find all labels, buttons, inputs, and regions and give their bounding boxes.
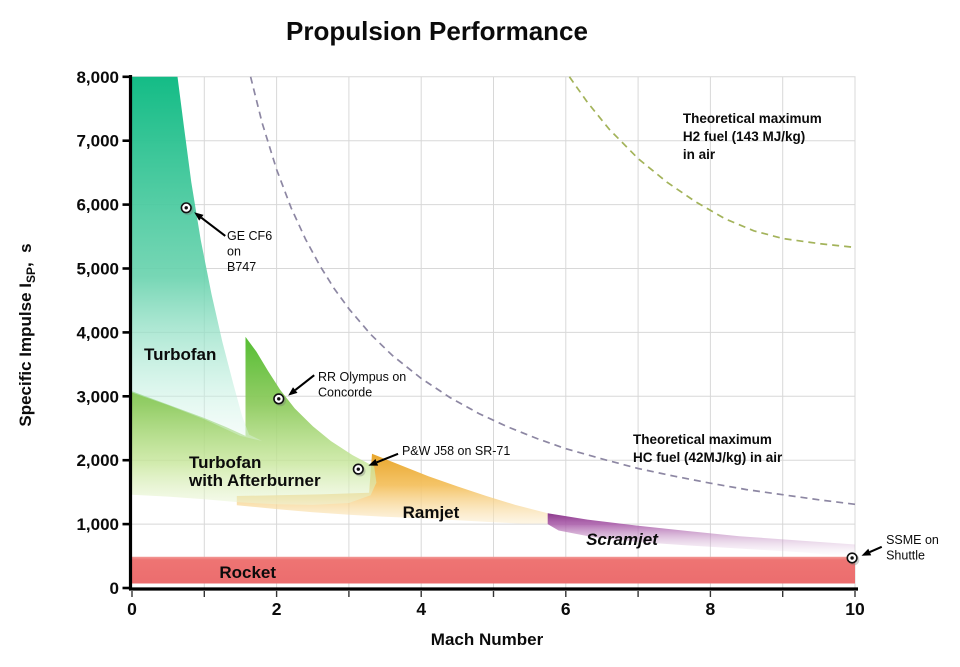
- engine-callout-rr-olympus: RR Olympus on Concorde: [273, 370, 406, 407]
- y-axis-title-main: Specific Impulse I: [15, 283, 35, 427]
- region-label-ramjet: Ramjet: [403, 503, 460, 522]
- engine-point-dot: [850, 556, 854, 560]
- callout-label-ge-cf6: B747: [227, 260, 256, 274]
- region-turbofan: [132, 76, 263, 442]
- y-axis-title-sub: SP: [24, 267, 39, 284]
- callout-arrow-ssme-line: [869, 545, 883, 554]
- callout-arrow-ge-cf6-head: [194, 212, 204, 221]
- region-turbofan-afterburner: [132, 336, 377, 505]
- curve-label-h2-max: Theoretical maximum: [683, 111, 822, 126]
- tick-marks: [122, 75, 856, 597]
- y-tick-label-2000: 2,000: [76, 451, 119, 470]
- callout-arrow-pw-j58-line: [376, 452, 399, 464]
- y-tick-label-0: 0: [110, 579, 119, 598]
- callout-arrow-rr-olympus-line: [294, 374, 315, 391]
- region-label-rocket: Rocket: [219, 563, 276, 582]
- x-tick-label-2: 2: [272, 599, 282, 619]
- y-tick-label-1000: 1,000: [76, 515, 119, 534]
- y-tick-label-5000: 5,000: [76, 260, 119, 279]
- y-tick-label-7000: 7,000: [76, 132, 119, 151]
- engine-point-dot: [184, 206, 188, 210]
- callout-arrow-ssme-head: [861, 548, 872, 556]
- y-tick-label-8000: 8,000: [76, 68, 119, 87]
- engine-point-dot: [277, 397, 281, 401]
- callout-label-rr-olympus: Concorde: [318, 386, 372, 400]
- curve-label-h2-max: H2 fuel (143 MJ/kg): [683, 129, 805, 144]
- engine-point-dot: [356, 467, 360, 471]
- region-scramjet: [547, 513, 855, 558]
- y-tick-label-3000: 3,000: [76, 387, 119, 406]
- region-label-turbofan-afterburner: Turbofan: [189, 453, 261, 472]
- chart-title: Propulsion Performance: [286, 16, 588, 46]
- callout-label-ge-cf6: on: [227, 245, 241, 259]
- x-axis-title: Mach Number: [430, 630, 544, 649]
- x-tick-label-10: 10: [845, 599, 865, 619]
- engine-callout-pw-j58: P&W J58 on SR-71: [352, 444, 510, 477]
- region-label-turbofan-afterburner: with Afterburner: [188, 471, 321, 490]
- region-label-turbofan: Turbofan: [144, 345, 216, 364]
- curve-label-h2-max: in air: [683, 147, 716, 162]
- y-tick-label-6000: 6,000: [76, 196, 119, 215]
- curve-label-hc-max: Theoretical maximum: [633, 432, 772, 447]
- engine-callout-ssme: SSME on Shuttle: [846, 533, 939, 566]
- y-axis-title: Specific Impulse ISP, s: [16, 243, 38, 426]
- region-ramjet: [236, 453, 550, 524]
- x-tick-label-8: 8: [706, 599, 716, 619]
- x-tick-label-4: 4: [416, 599, 426, 619]
- callout-label-ge-cf6: GE CF6: [227, 229, 272, 243]
- callout-label-pw-j58: P&W J58 on SR-71: [402, 444, 510, 458]
- x-tick-label-0: 0: [127, 599, 137, 619]
- curve-h2-max: [568, 76, 856, 249]
- y-axis-title-suffix: , s: [15, 243, 35, 267]
- x-tick-label-6: 6: [561, 599, 571, 619]
- callout-arrow-rr-olympus-head: [288, 387, 298, 396]
- callout-arrow-ge-cf6-line: [200, 216, 226, 237]
- region-rocket: [132, 556, 855, 584]
- y-tick-label-4000: 4,000: [76, 323, 119, 342]
- callout-label-ssme: SSME on: [886, 533, 939, 547]
- callout-arrow-pw-j58-head: [368, 458, 379, 466]
- callout-label-ssme: Shuttle: [886, 549, 925, 563]
- callout-label-rr-olympus: RR Olympus on: [318, 370, 406, 384]
- region-label-scramjet: Scramjet: [586, 530, 659, 549]
- curve-label-hc-max: HC fuel (42MJ/kg) in air: [633, 450, 783, 465]
- gridlines: [132, 76, 856, 588]
